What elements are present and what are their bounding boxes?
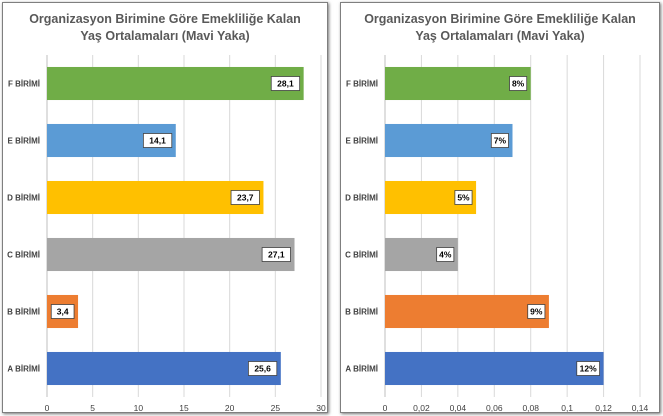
x-tick-label: 30 xyxy=(316,403,326,413)
x-tick-label: 0 xyxy=(383,403,388,413)
data-label: 9% xyxy=(530,307,543,317)
data-label: 25,6 xyxy=(254,364,271,374)
x-tick-label: 0,04 xyxy=(450,403,467,413)
x-tick-label: 0,08 xyxy=(522,403,539,413)
data-label: 8% xyxy=(512,79,525,89)
category-label: B BİRİMİ xyxy=(7,308,40,317)
data-label-box xyxy=(270,76,301,91)
category-label: A BİRİMİ xyxy=(345,365,378,374)
data-label: 5% xyxy=(457,193,470,203)
data-label: 28,1 xyxy=(277,79,294,89)
chart-title: Organizasyon Birimine Göre Emekliliğe Ka… xyxy=(364,12,636,43)
category-label: C BİRİMİ xyxy=(7,251,40,260)
data-label-box xyxy=(509,76,528,91)
category-label: E BİRİMİ xyxy=(346,137,378,146)
bar-chart-left: 0 5 10 15 20 25 30 F BİRİMİ 28,1 E BİRİMİ 14,1 D Bİ… xyxy=(7,55,326,413)
bar xyxy=(47,351,281,386)
data-label: 14,1 xyxy=(149,136,166,146)
x-tick-label: 25 xyxy=(271,403,281,413)
bar xyxy=(47,66,304,101)
data-label: 7% xyxy=(494,136,507,146)
data-label-box xyxy=(490,133,509,148)
data-label-box xyxy=(261,247,291,262)
category-label: D BİRİMİ xyxy=(7,194,40,203)
x-tick-label: 15 xyxy=(179,403,189,413)
data-label-box xyxy=(576,361,600,376)
data-label-box xyxy=(230,190,260,205)
x-tick-label: 0,1 xyxy=(561,403,573,413)
chart-panel-left: Organizasyon Birimine Göre Emekliliğe Ka… xyxy=(2,2,328,413)
data-label: 4% xyxy=(439,250,452,260)
category-label: A BİRİMİ xyxy=(7,365,40,374)
chart-panel-right: Organizasyon Birimine Göre Emekliliğe Ka… xyxy=(340,2,660,413)
x-tick-label: 0,14 xyxy=(632,403,649,413)
category-label: B BİRİMİ xyxy=(345,308,378,317)
data-label-box xyxy=(454,190,473,205)
bar xyxy=(385,351,604,386)
bar xyxy=(47,180,264,215)
data-label-box xyxy=(436,247,455,262)
x-tick-label: 0,06 xyxy=(486,403,503,413)
data-label: 12% xyxy=(580,364,597,374)
category-label: D BİRİMİ xyxy=(345,194,378,203)
bar xyxy=(47,237,295,272)
x-tick-label: 0,12 xyxy=(595,403,612,413)
bar xyxy=(385,66,531,101)
data-label-box xyxy=(527,304,546,319)
x-tick-label: 0,02 xyxy=(413,403,430,413)
x-tick-label: 5 xyxy=(90,403,95,413)
category-label: C BİRİMİ xyxy=(345,251,378,260)
bar-chart-right: 0 0,02 0,04 0,06 0,08 0,1 0,12 0,14 F BİRİMİ 8% E … xyxy=(345,55,649,413)
data-label: 3,4 xyxy=(57,307,69,317)
category-label: E BİRİMİ xyxy=(8,137,40,146)
data-label-box xyxy=(50,304,75,319)
x-tick-label: 10 xyxy=(134,403,144,413)
data-label: 23,7 xyxy=(237,193,254,203)
bar xyxy=(385,294,549,329)
data-label-box xyxy=(248,361,278,376)
chart-title: Organizasyon Birimine Göre Emekliliğe Ka… xyxy=(29,12,301,43)
data-label-box xyxy=(142,133,173,148)
x-tick-label: 0 xyxy=(45,403,50,413)
category-label: F BİRİMİ xyxy=(8,80,40,89)
category-label: F BİRİMİ xyxy=(346,80,378,89)
data-label: 27,1 xyxy=(268,250,285,260)
x-tick-label: 20 xyxy=(225,403,235,413)
